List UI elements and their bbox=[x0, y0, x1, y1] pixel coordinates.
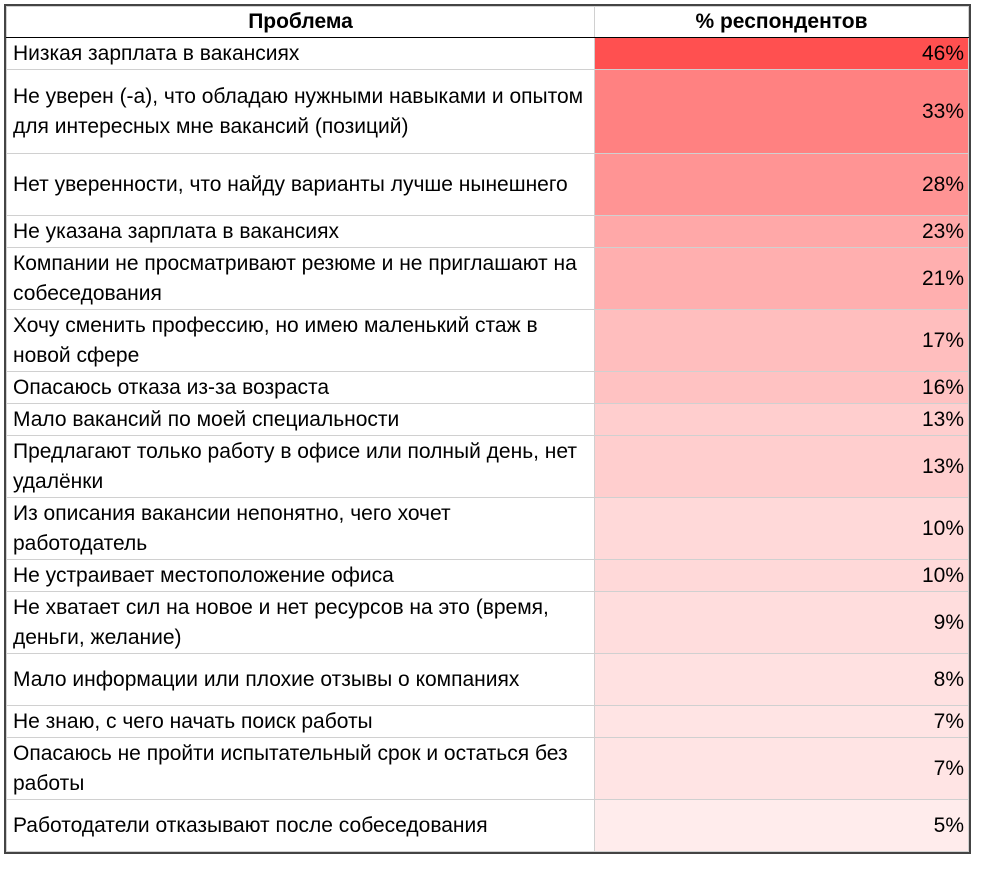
row-value: 9% bbox=[594, 591, 969, 654]
row-label: Не хватает сил на новое и нет ресурсов н… bbox=[6, 591, 595, 654]
table-row: Нет уверенности, что найду варианты лучш… bbox=[6, 153, 969, 216]
row-label: Не указана зарплата в вакансиях bbox=[6, 215, 595, 248]
row-value: 7% bbox=[594, 705, 969, 738]
row-label: Хочу сменить профессию, но имею маленьки… bbox=[6, 309, 595, 372]
table-row: Хочу сменить профессию, но имею маленьки… bbox=[6, 309, 969, 372]
row-value: 5% bbox=[594, 799, 969, 852]
row-value: 33% bbox=[594, 69, 969, 154]
table-body: Низкая зарплата в вакансиях 46% Не уверен … bbox=[6, 37, 969, 852]
row-value: 10% bbox=[594, 559, 969, 592]
row-value: 16% bbox=[594, 371, 969, 404]
row-value: 13% bbox=[594, 403, 969, 436]
row-value: 23% bbox=[594, 215, 969, 248]
table-row: Не знаю, с чего начать поиск работы 7% bbox=[6, 705, 969, 738]
row-label: Работодатели отказывают после собеседова… bbox=[6, 799, 595, 852]
row-value: 10% bbox=[594, 497, 969, 560]
table-row: Работодатели отказывают после собеседова… bbox=[6, 799, 969, 852]
row-label: Мало информации или плохие отзывы о комп… bbox=[6, 653, 595, 706]
row-label: Нет уверенности, что найду варианты лучш… bbox=[6, 153, 595, 216]
table-row: Опасаюсь отказа из-за возраста 16% bbox=[6, 371, 969, 404]
row-value: 17% bbox=[594, 309, 969, 372]
row-label: Не уверен (-а), что обладаю нужными навы… bbox=[6, 69, 595, 154]
row-value: 7% bbox=[594, 737, 969, 800]
row-label: Опасаюсь не пройти испытательный срок и … bbox=[6, 737, 595, 800]
survey-table: Проблема % респондентов Низкая зарплата … bbox=[4, 4, 971, 854]
row-value: 13% bbox=[594, 435, 969, 498]
table-row: Не указана зарплата в вакансиях 23% bbox=[6, 215, 969, 248]
row-label: Из описания вакансии непонятно, чего хоч… bbox=[6, 497, 595, 560]
row-label: Не знаю, с чего начать поиск работы bbox=[6, 705, 595, 738]
header-row: Проблема % респондентов bbox=[6, 6, 969, 38]
row-value: 8% bbox=[594, 653, 969, 706]
row-label: Предлагают только работу в офисе или пол… bbox=[6, 435, 595, 498]
table-row: Опасаюсь не пройти испытательный срок и … bbox=[6, 737, 969, 800]
table-row: Предлагают только работу в офисе или пол… bbox=[6, 435, 969, 498]
table-row: Из описания вакансии непонятно, чего хоч… bbox=[6, 497, 969, 560]
table-row: Не хватает сил на новое и нет ресурсов н… bbox=[6, 591, 969, 654]
row-label: Компании не просматривают резюме и не пр… bbox=[6, 247, 595, 310]
table-row: Низкая зарплата в вакансиях 46% bbox=[6, 37, 969, 70]
table-row: Мало вакансий по моей специальности 13% bbox=[6, 403, 969, 436]
header-problem: Проблема bbox=[6, 6, 595, 38]
table-row: Не уверен (-а), что обладаю нужными навы… bbox=[6, 69, 969, 154]
row-label: Не устраивает местоположение офиса bbox=[6, 559, 595, 592]
row-value: 46% bbox=[594, 37, 969, 70]
table-row: Мало информации или плохие отзывы о комп… bbox=[6, 653, 969, 706]
row-value: 28% bbox=[594, 153, 969, 216]
table-row: Компании не просматривают резюме и не пр… bbox=[6, 247, 969, 310]
table-row: Не устраивает местоположение офиса 10% bbox=[6, 559, 969, 592]
header-percent: % респондентов bbox=[594, 6, 969, 38]
row-label: Мало вакансий по моей специальности bbox=[6, 403, 595, 436]
row-label: Опасаюсь отказа из-за возраста bbox=[6, 371, 595, 404]
row-value: 21% bbox=[594, 247, 969, 310]
row-label: Низкая зарплата в вакансиях bbox=[6, 37, 595, 70]
